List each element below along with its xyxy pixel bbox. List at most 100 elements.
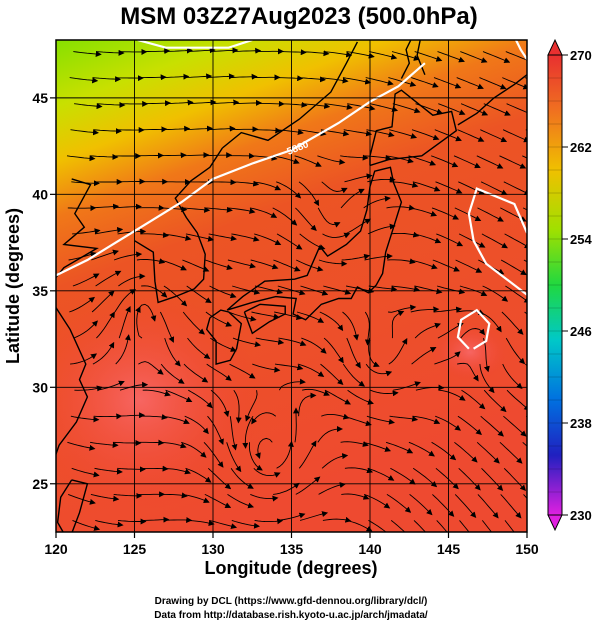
streamline <box>434 351 461 365</box>
streamline <box>436 233 464 247</box>
streamline <box>461 389 486 410</box>
streamline <box>524 311 527 315</box>
streamline <box>139 414 168 420</box>
streamline <box>320 77 349 84</box>
streamline <box>271 155 300 164</box>
streamline <box>113 251 143 261</box>
streamline <box>254 233 282 245</box>
contour-line <box>515 40 527 60</box>
streamline <box>412 415 441 425</box>
streamline <box>159 311 175 343</box>
streamline <box>162 467 191 475</box>
map-field <box>56 40 527 532</box>
streamline <box>277 512 306 521</box>
streamline <box>431 207 459 220</box>
streamline <box>504 520 515 532</box>
streamline <box>274 363 304 371</box>
streamline <box>459 285 488 296</box>
streamline <box>503 181 527 195</box>
streamline <box>369 103 399 112</box>
streamline <box>502 129 527 143</box>
streamline <box>476 155 504 169</box>
x-axis-ticks: 120 125 130 135 140 145 150 <box>44 532 539 557</box>
streamline <box>387 258 416 265</box>
streamline <box>411 347 437 365</box>
streamline <box>207 179 237 186</box>
streamline <box>506 389 527 411</box>
streamline <box>389 129 418 139</box>
streamline <box>414 285 443 295</box>
colorbar: 270 262 254 246 238 230 <box>547 38 592 532</box>
streamline <box>346 51 375 59</box>
streamline <box>118 273 146 287</box>
streamline <box>230 180 260 187</box>
streamline <box>324 389 351 405</box>
streamline <box>96 101 126 108</box>
streamline <box>138 361 164 375</box>
streamline <box>210 99 240 106</box>
streamline <box>412 181 441 192</box>
streamline <box>436 285 466 295</box>
coastline <box>369 89 458 167</box>
streamline <box>503 415 527 437</box>
y-tick-label: 35 <box>32 283 48 299</box>
streamline <box>340 188 365 209</box>
streamline <box>389 415 419 422</box>
streamline <box>252 363 281 373</box>
streamline <box>321 181 348 194</box>
streamline <box>344 173 373 183</box>
streamline <box>187 99 217 106</box>
streamline <box>317 155 346 165</box>
contour-line <box>137 40 253 49</box>
contour-line <box>456 308 491 350</box>
streamline <box>163 233 192 241</box>
streamline <box>482 51 511 64</box>
streamline <box>411 129 440 141</box>
streamline <box>203 441 224 468</box>
streamline <box>72 273 100 287</box>
streamline <box>69 296 95 313</box>
streamline <box>113 203 142 210</box>
streamline <box>275 129 304 135</box>
streamline <box>67 441 96 451</box>
streamline <box>180 152 210 159</box>
streamline <box>346 337 361 369</box>
coastline <box>56 178 99 457</box>
streamline <box>245 390 258 422</box>
streamline <box>455 259 483 273</box>
streamline <box>458 181 485 195</box>
streamline <box>364 311 371 346</box>
streamline <box>366 415 395 425</box>
streamline <box>74 103 103 110</box>
streamline <box>207 415 224 446</box>
streamline <box>112 440 142 446</box>
streamline <box>68 493 96 505</box>
y-tick-label: 30 <box>32 379 48 395</box>
y-tick-label: 25 <box>32 476 48 492</box>
streamline <box>481 233 508 249</box>
streamline <box>250 259 279 270</box>
streamline <box>296 311 325 323</box>
y-tick-label: 40 <box>32 186 48 202</box>
streamline <box>457 362 479 382</box>
streamline <box>181 493 210 503</box>
streamline <box>412 467 438 488</box>
streamline <box>91 290 115 313</box>
streamline <box>503 467 526 492</box>
streamline <box>161 415 190 425</box>
streamline <box>324 103 353 110</box>
streamline <box>276 440 294 469</box>
streamline <box>343 129 373 137</box>
streamline <box>164 337 181 367</box>
x-tick-label: 145 <box>437 541 461 557</box>
streamline <box>184 415 209 435</box>
colorbar-label: 238 <box>570 416 592 431</box>
streamline <box>229 73 258 80</box>
streamline <box>254 518 284 525</box>
streamline <box>185 233 215 242</box>
streamline <box>278 101 308 108</box>
coastline <box>226 166 403 321</box>
streamline <box>183 363 209 383</box>
streamline <box>505 285 527 304</box>
colorbar-label: 270 <box>570 48 592 63</box>
